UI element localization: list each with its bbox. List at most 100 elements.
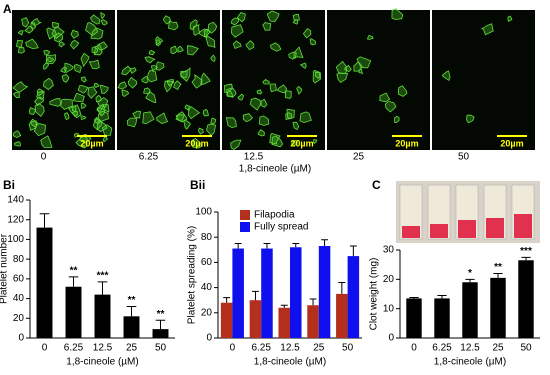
y-tick-label: 20 [383,274,395,285]
platelet [73,63,82,74]
platelet [394,115,400,124]
platelet [262,22,272,31]
error-bar [251,290,259,301]
platelet [30,18,42,27]
platelet [384,101,397,113]
platelet [36,91,45,100]
platelet [64,62,74,74]
platelet [60,98,73,110]
micrograph: 20µm [432,10,535,150]
error-bar [68,276,79,287]
platelet [230,139,242,150]
bar [290,247,302,338]
platelet [100,12,105,20]
platelet [230,24,244,38]
platelet [245,40,255,51]
x-tick-label: 0 [230,343,236,354]
platelet [284,90,292,99]
platelet [58,41,66,48]
error-bar [309,298,317,306]
error-bar [437,294,447,299]
significance: ** [128,295,136,306]
platelet [302,28,312,39]
y-tick-label: 40 [13,293,25,304]
x-tick-label: 6.25 [432,343,452,354]
x-axis-label: 1,8-cineole (µM) [239,164,311,175]
platelet [292,121,300,131]
bar [123,316,140,338]
image-label: 0 [41,152,47,163]
platelet [256,89,263,95]
platelet [257,129,265,137]
y-tick-label: 20 [13,313,25,324]
platelet [17,30,24,36]
platelet [88,59,100,70]
significance: *** [520,246,532,257]
micrograph-bg [432,10,535,150]
y-tick-label: 0 [206,333,212,344]
platelet [313,139,318,144]
platelet [397,85,408,97]
x-tick-label: 6.25 [251,343,271,354]
x-tick-label: 12.5 [280,343,300,354]
platelet [156,112,169,124]
platelet [266,10,280,22]
platelet [75,135,88,149]
x-tick-label: 0 [42,343,48,354]
platelet [132,110,141,119]
platelet [163,15,172,25]
platelet [191,74,203,89]
platelet [117,81,127,90]
platelet [288,51,297,60]
platelet [25,38,39,50]
platelet [358,68,363,75]
platelet [145,90,157,103]
error-bar [338,282,346,294]
image-label: 25 [353,152,365,163]
legend-swatch [240,222,250,232]
platelet [33,123,47,137]
platelet [61,73,70,83]
x-tick-label: 25 [492,343,504,354]
bar [336,293,348,338]
platelet [43,50,51,56]
bar [307,305,319,338]
platelet [96,106,103,113]
bar [434,298,450,338]
y-tick-label: 0 [388,333,394,344]
platelet [343,64,352,73]
platelet [155,61,165,71]
error-bar [521,256,531,261]
x-tick-label: 12.5 [460,343,480,354]
panel-label: A [3,2,12,16]
platelet [24,25,34,34]
x-tick-label: 12.5 [93,343,113,354]
platelet [336,72,349,84]
platelet [173,80,182,91]
platelet [34,103,45,118]
platelet [28,107,37,115]
significance: *** [97,270,109,281]
platelet [71,110,78,117]
x-tick-label: 50 [155,343,167,354]
error-bar [234,243,242,249]
y-axis-label: Platelet spreading (%) [187,226,198,324]
platelet [232,40,242,50]
platelet [126,117,138,128]
micrograph: 20µm [327,8,430,150]
platelet [168,20,179,31]
y-tick-label: 100 [195,207,212,218]
bar [65,286,82,338]
y-tick-label: 0 [18,333,24,344]
y-axis-label: Clot weight (mg) [369,258,380,331]
platelet [43,61,50,70]
platelet [314,71,321,79]
platelet [184,104,191,111]
scale-bar-label: 20µm [185,138,208,148]
micrograph: 20µm [117,10,220,150]
platelet [52,21,60,29]
platelet [40,135,53,148]
platelet [90,27,104,40]
y-tick-label: 60 [13,273,25,284]
platelet [143,87,151,94]
